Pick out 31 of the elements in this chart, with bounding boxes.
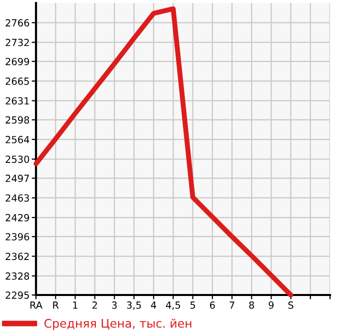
x-tick-label: R — [53, 302, 59, 309]
y-tick-label: 2362 — [6, 252, 29, 260]
y-tick-label: 2530 — [6, 156, 30, 163]
x-tick-label: 3 — [112, 301, 117, 309]
x-tick-label: 4,5 — [166, 302, 180, 310]
y-tick-label: 2631 — [6, 97, 29, 105]
x-tick-label: 9 — [268, 301, 274, 309]
y-tick-label: 2295 — [6, 291, 29, 299]
line-series — [34, 6, 294, 298]
y-tick-label: 2429 — [6, 214, 30, 222]
x-tick-label: 5 — [190, 302, 196, 309]
y-tick-label: 2463 — [6, 194, 29, 202]
x-tick-label: 8 — [249, 301, 254, 309]
x-tick-label: 4 — [150, 302, 156, 309]
x-tick-label: 7 — [230, 302, 234, 309]
x-tick-label: 1 — [73, 302, 78, 309]
y-tick-label: 2564 — [6, 136, 30, 144]
y-tick-label: 2497 — [6, 174, 29, 182]
x-tick-label: 6 — [210, 301, 215, 309]
x-tick-label: 3,5 — [127, 301, 141, 310]
y-tick-label: 2328 — [6, 272, 30, 280]
y-tick-label: 2665 — [6, 78, 29, 85]
x-tick-label: S — [288, 301, 294, 309]
x-tick-label: 2 — [92, 301, 97, 309]
x-tick-label: RA — [30, 302, 42, 309]
y-tick-label: 2598 — [6, 116, 30, 124]
y-tick-label: 2396 — [6, 233, 30, 240]
legend-label: Средняя Цена, тыс. йен — [44, 318, 192, 330]
y-tick-label: 2766 — [6, 19, 30, 26]
y-tick-label: 2732 — [6, 38, 29, 46]
y-tick-label: 2699 — [6, 58, 30, 66]
